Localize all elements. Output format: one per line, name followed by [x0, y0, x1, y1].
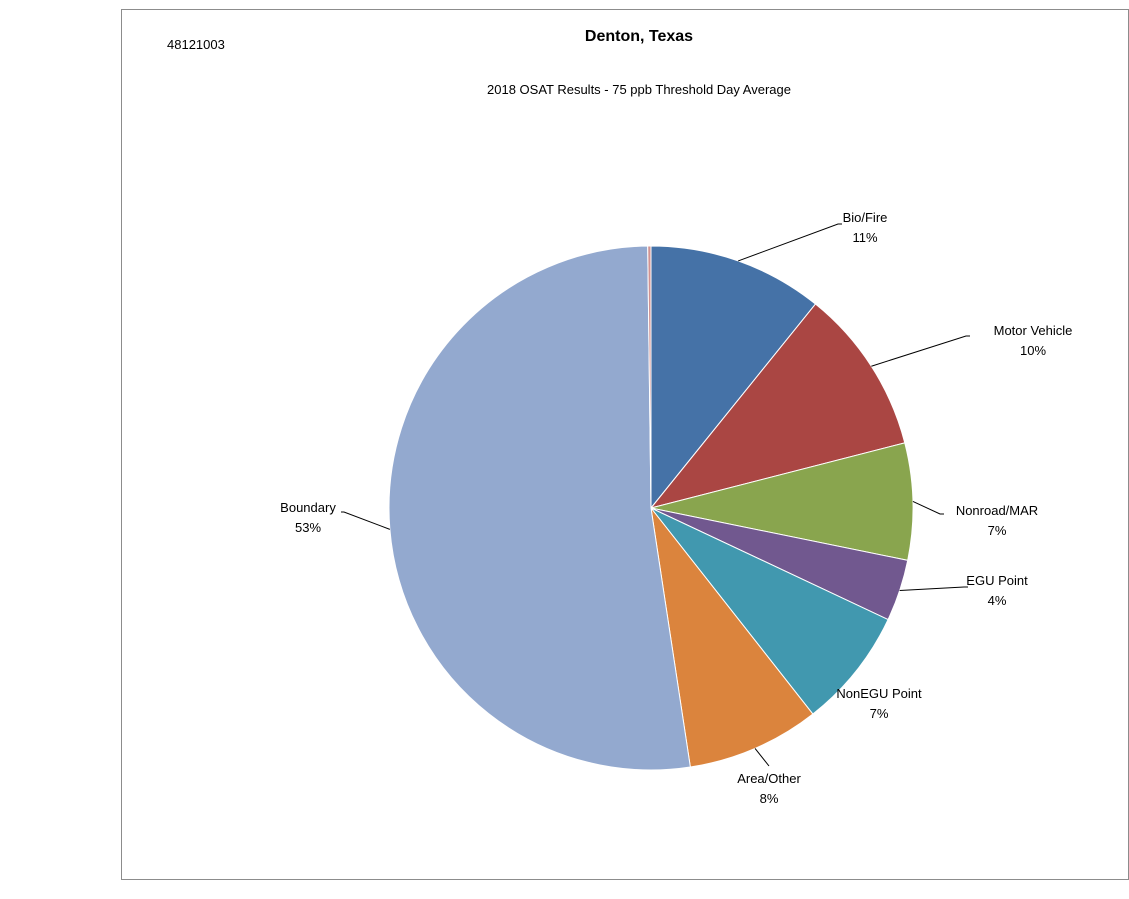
pie-slice-nonroad-mar — [650, 442, 914, 561]
data-label-name-nonegu-point: NonEGU Point — [836, 686, 922, 701]
leader-line-motor-vehicle — [871, 335, 970, 367]
pie-slice-bio-fire — [650, 245, 817, 510]
pie-slice-nonegu-point — [650, 507, 889, 715]
data-label-name-egu-point: EGU Point — [966, 573, 1028, 588]
site-id: 48121003 — [167, 37, 225, 52]
data-label-name-nonroad-mar: Nonroad/MAR — [956, 503, 1038, 518]
pie-slice-motor-vehicle — [649, 303, 906, 509]
data-label-percent-nonegu-point: 7% — [870, 706, 889, 721]
leader-line-bio-fire — [738, 223, 842, 262]
pie-slice-boundary — [388, 245, 691, 771]
data-label-name-motor-vehicle: Motor Vehicle — [994, 323, 1073, 338]
leader-line-egu-point — [899, 586, 968, 592]
pie-slice-other — [647, 245, 652, 509]
data-label-percent-nonroad-mar: 7% — [988, 523, 1007, 538]
chart-title: Denton, Texas — [584, 28, 694, 45]
chart-subtitle: 2018 OSAT Results - 75 ppb Threshold Day… — [487, 82, 791, 97]
pie-slices — [388, 245, 914, 771]
data-labels: Bio/Fire 11% Motor Vehicle 10% Nonroad/MAR 7%… — [280, 210, 1072, 806]
leader-line-boundary — [341, 511, 391, 530]
data-label-percent-boundary: 53% — [295, 520, 321, 535]
leader-lines — [341, 223, 970, 767]
data-label-name-bio-fire: Bio/Fire — [843, 210, 888, 225]
data-label-percent-motor-vehicle: 10% — [1020, 343, 1046, 358]
data-label-percent-egu-point: 4% — [988, 593, 1007, 608]
leader-line-area-other — [754, 748, 770, 767]
data-label-percent-area-other: 8% — [760, 791, 779, 806]
data-label-name-boundary: Boundary — [280, 500, 336, 515]
leader-line-nonroad-mar — [912, 500, 944, 515]
pie-slice-area-other — [650, 506, 814, 768]
data-label-percent-bio-fire: 11% — [852, 230, 877, 245]
data-label-name-area-other: Area/Other — [737, 771, 801, 786]
